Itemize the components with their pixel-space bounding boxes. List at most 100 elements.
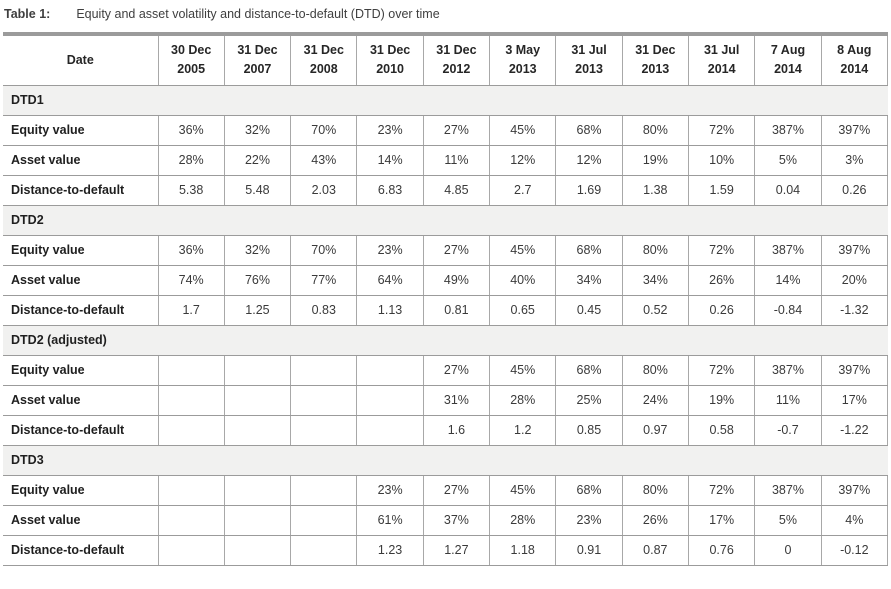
column-header-line1: 30 Dec: [171, 42, 212, 57]
data-row: Asset value 74% 76% 77% 64% 49% 40% 34% 34% 26% 14…: [3, 265, 889, 296]
value-cell: 34%: [621, 265, 689, 296]
value-cell: 4%: [820, 505, 889, 536]
value-cell: 45%: [489, 475, 556, 506]
value-cell: 80%: [621, 355, 689, 386]
value-cell: 2.03: [290, 175, 357, 206]
value-cell: 0.58: [687, 415, 755, 446]
value-cell: 45%: [489, 235, 556, 266]
value-cell: 34%: [555, 265, 623, 296]
table-caption-text: Equity and asset volatility and distance…: [76, 7, 440, 21]
value-cell: 26%: [687, 265, 755, 296]
value-cell: 80%: [621, 475, 689, 506]
value-cell: 4.85: [422, 175, 490, 206]
value-cell: [223, 505, 291, 536]
value-cell: 0.81: [422, 295, 490, 326]
column-header-line1: 31 Dec: [303, 42, 344, 57]
value-cell: 32%: [223, 115, 291, 146]
value-cell: -1.22: [820, 415, 889, 446]
value-cell: 0.45: [555, 295, 623, 326]
value-cell: 68%: [555, 475, 623, 506]
value-cell: 387%: [754, 235, 822, 266]
column-header-line2: 2007: [243, 62, 272, 77]
value-cell: 397%: [820, 475, 889, 506]
value-cell: 28%: [489, 505, 556, 536]
value-cell: [223, 355, 291, 386]
value-cell: 49%: [422, 265, 490, 296]
value-cell: 397%: [820, 355, 889, 386]
value-cell: 2.7: [489, 175, 556, 206]
data-row: Equity value 27% 45% 68% 80% 72% 387% 397%: [3, 355, 889, 386]
value-cell: 31%: [422, 385, 490, 416]
section-title: DTD3: [3, 445, 888, 476]
value-cell: 72%: [687, 115, 755, 146]
value-cell: [223, 475, 291, 506]
column-header-line2: 2013: [508, 62, 537, 77]
value-cell: 72%: [687, 355, 755, 386]
column-header-line2: 2013: [641, 62, 670, 77]
value-cell: [223, 385, 291, 416]
value-cell: 0.65: [489, 295, 556, 326]
column-header-line1: 7 Aug: [770, 42, 806, 57]
value-cell: 68%: [555, 355, 623, 386]
value-cell: 1.18: [489, 535, 556, 566]
value-cell: [290, 385, 357, 416]
dtd-table: Date 30 Dec 2005 31 Dec 2007 31 Dec 2008 31 De…: [3, 36, 889, 566]
value-cell: 23%: [356, 115, 424, 146]
column-header-line2: 2014: [774, 62, 802, 77]
value-cell: 387%: [754, 355, 822, 386]
value-cell: 10%: [687, 145, 755, 176]
value-cell: 28%: [489, 385, 556, 416]
value-cell: 1.6: [422, 415, 490, 446]
value-cell: 36%: [157, 235, 225, 266]
row-label: Distance-to-default: [3, 415, 158, 446]
value-cell: 14%: [754, 265, 822, 296]
section-title: DTD2 (adjusted): [3, 325, 888, 356]
value-cell: 43%: [290, 145, 357, 176]
section-header-row: DTD2: [3, 205, 888, 236]
value-cell: 32%: [223, 235, 291, 266]
column-header: 31 Dec 2007: [223, 36, 291, 86]
value-cell: 27%: [422, 475, 490, 506]
table-top-rule: [3, 32, 888, 36]
value-cell: 0: [754, 535, 822, 566]
section-title: DTD1: [3, 85, 888, 116]
row-label: Equity value: [3, 475, 158, 506]
section-title: DTD2: [3, 205, 888, 236]
value-cell: 37%: [422, 505, 490, 536]
value-cell: 1.38: [621, 175, 689, 206]
value-cell: 1.13: [356, 295, 424, 326]
value-cell: 0.52: [621, 295, 689, 326]
value-cell: 36%: [157, 115, 225, 146]
section-header-row: DTD1: [3, 85, 888, 116]
row-label: Equity value: [3, 355, 158, 386]
column-header-line1: 31 Dec: [237, 42, 278, 57]
value-cell: 1.27: [422, 535, 490, 566]
value-cell: 64%: [356, 265, 424, 296]
value-cell: [157, 355, 225, 386]
column-header: 3 May 2013: [489, 36, 556, 86]
column-header: 31 Dec 2013: [621, 36, 689, 86]
column-header: 31 Dec 2012: [422, 36, 490, 86]
column-header-line1: 31 Jul: [571, 42, 607, 57]
row-label: Asset value: [3, 265, 158, 296]
data-row: Equity value 36% 32% 70% 23% 27% 45% 68% 80% 72% 3…: [3, 115, 889, 146]
value-cell: [290, 415, 357, 446]
column-header-line2: 2005: [177, 62, 206, 77]
value-cell: 1.59: [687, 175, 755, 206]
value-cell: 27%: [422, 355, 490, 386]
data-row: Equity value 36% 32% 70% 23% 27% 45% 68% 80% 72% 3…: [3, 235, 889, 266]
value-cell: 20%: [820, 265, 889, 296]
value-cell: [290, 505, 357, 536]
value-cell: 6.83: [356, 175, 424, 206]
value-cell: 1.2: [489, 415, 556, 446]
row-label: Equity value: [3, 115, 158, 146]
value-cell: 45%: [489, 115, 556, 146]
data-row: Distance-to-default 1.7 1.25 0.83 1.13 0.81 0.…: [3, 295, 889, 326]
value-cell: 5.38: [157, 175, 225, 206]
value-cell: [356, 355, 424, 386]
value-cell: 74%: [157, 265, 225, 296]
value-cell: 0.87: [621, 535, 689, 566]
column-header-line2: 2014: [707, 62, 736, 77]
value-cell: 61%: [356, 505, 424, 536]
value-cell: 45%: [489, 355, 556, 386]
